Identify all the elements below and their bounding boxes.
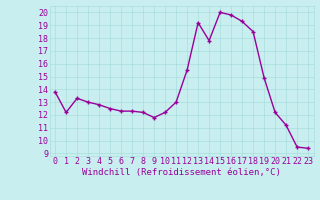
X-axis label: Windchill (Refroidissement éolien,°C): Windchill (Refroidissement éolien,°C) — [82, 168, 281, 177]
